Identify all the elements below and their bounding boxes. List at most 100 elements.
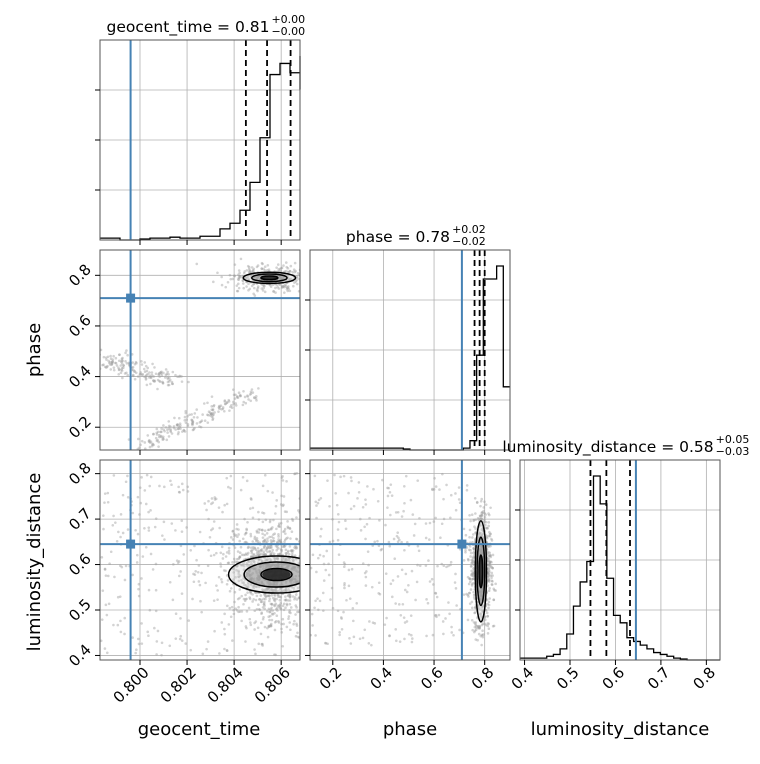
sample-point (449, 516, 452, 520)
sample-point (287, 285, 290, 288)
sample-point (152, 443, 155, 447)
sample-point (293, 597, 296, 601)
sample-point (313, 579, 316, 582)
sample-point (259, 600, 263, 604)
sample-point (233, 600, 236, 604)
sample-point (267, 615, 271, 619)
sample-point (191, 419, 194, 423)
sample-point (274, 653, 277, 657)
sample-point (293, 261, 297, 265)
sample-point (279, 548, 283, 551)
sample-point (270, 527, 273, 531)
sample-point (238, 555, 242, 558)
sample-point (267, 625, 271, 629)
sample-point (245, 564, 249, 567)
sample-point (491, 553, 495, 557)
sample-point (471, 560, 475, 563)
sample-point (198, 583, 202, 587)
sample-point (254, 548, 258, 551)
sample-point (344, 519, 347, 523)
sample-point (204, 581, 207, 585)
sample-point (477, 626, 481, 630)
sample-point (252, 597, 255, 601)
sample-point (92, 364, 95, 367)
sample-point (305, 276, 308, 279)
sample-point (282, 556, 286, 560)
sample-point (270, 588, 274, 591)
sample-point (133, 369, 136, 373)
sample-point (164, 426, 168, 429)
sample-point (488, 564, 491, 568)
sample-point (288, 556, 291, 560)
sample-point (377, 592, 380, 595)
sample-point (227, 552, 231, 555)
sample-point (327, 588, 330, 591)
sample-point (254, 394, 258, 398)
sample-point (235, 565, 239, 568)
sample-point (156, 378, 160, 382)
sample-point (143, 375, 146, 379)
sample-point (376, 499, 380, 503)
sample-point (278, 552, 282, 556)
sample-point (256, 289, 259, 293)
sample-point (260, 261, 264, 265)
sample-point (88, 363, 91, 366)
sample-point (266, 594, 270, 598)
sample-point (109, 354, 112, 358)
sample-point (491, 580, 494, 583)
sample-point (468, 528, 472, 532)
sample-point (251, 555, 254, 559)
sample-point (468, 513, 471, 517)
sample-point (297, 610, 300, 614)
sample-point (283, 540, 286, 543)
sample-point (195, 408, 199, 411)
sample-point (267, 587, 270, 590)
sample-point (191, 597, 194, 601)
sample-point (174, 373, 177, 377)
sample-point (480, 518, 484, 521)
sample-point (265, 588, 269, 591)
sample-point (120, 366, 124, 370)
sample-point (264, 597, 267, 601)
sample-point (166, 380, 170, 384)
sample-point (245, 285, 248, 288)
sample-point (234, 402, 238, 405)
sample-point (138, 513, 141, 516)
sample-point (284, 551, 288, 555)
sample-point (477, 604, 480, 608)
panel-frame (99, 459, 301, 661)
sample-point (174, 612, 178, 615)
sample-point (252, 584, 256, 587)
sample-point (403, 548, 406, 552)
contour-level-2 (243, 561, 300, 588)
sample-point (477, 533, 481, 536)
sample-point (119, 371, 123, 374)
sample-point (219, 551, 223, 555)
sample-point (160, 427, 163, 430)
sample-point (237, 557, 241, 561)
sample-point (138, 372, 142, 376)
sample-point (280, 476, 284, 479)
sample-point (274, 512, 277, 515)
sample-point (437, 613, 441, 617)
sample-point (250, 270, 254, 274)
sample-point (465, 592, 468, 596)
sample-point (432, 583, 435, 586)
sample-point (232, 388, 235, 391)
sample-point (417, 549, 421, 553)
sample-point (492, 598, 496, 602)
sample-point (339, 475, 342, 479)
sample-point (286, 520, 289, 523)
sample-point (258, 553, 262, 557)
sample-point (109, 357, 113, 360)
sample-point (261, 589, 265, 592)
sample-point (234, 393, 237, 397)
sample-point (457, 498, 461, 501)
sample-point (224, 285, 228, 289)
sample-point (250, 284, 254, 288)
sample-point (178, 491, 181, 494)
sample-point (245, 626, 248, 630)
sample-point (276, 557, 280, 561)
sample-point (136, 437, 140, 441)
sample-point (271, 491, 274, 494)
